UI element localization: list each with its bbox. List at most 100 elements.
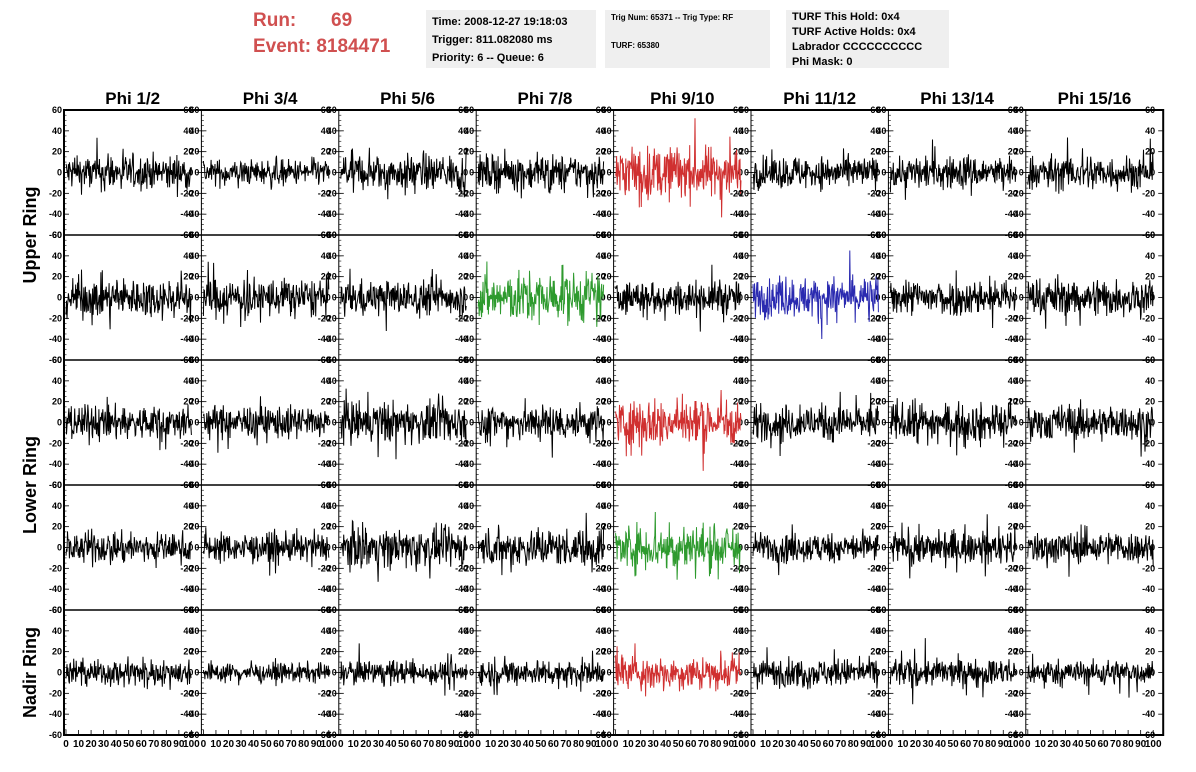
y-tick-label-right: 0 [463, 418, 468, 428]
y-tick-label: 40 [602, 126, 612, 136]
x-tick-label: 40 [523, 739, 535, 750]
x-tick-label: 100 [320, 739, 337, 750]
time-info-box: Time: 2008-12-27 19:18:03 Trigger: 811.0… [426, 10, 596, 68]
y-tick-label-right: 0 [875, 543, 880, 553]
y-tick-label: 20 [327, 272, 337, 282]
x-tick-label: 100 [870, 739, 887, 750]
y-tick-label: -20 [1011, 188, 1024, 198]
y-tick-label-right: -20 [730, 313, 743, 323]
waveform-trace [1027, 274, 1154, 329]
y-tick-label: -40 [186, 584, 199, 594]
waveform-trace [340, 147, 467, 200]
x-tick-label: 0 [750, 739, 756, 750]
y-tick-label: 20 [189, 397, 199, 407]
y-tick-label-right: 20 [1145, 522, 1155, 532]
waveform-trace [752, 148, 879, 193]
y-tick-label-right: 0 [188, 543, 193, 553]
x-tick-label: 70 [1110, 739, 1122, 750]
y-tick-label: 40 [876, 626, 886, 636]
x-tick-label: 100 [1145, 739, 1162, 750]
run-value: 69 [331, 10, 353, 31]
waveform-trace [477, 398, 605, 458]
y-tick-label-right: -20 [593, 688, 606, 698]
waveform-trace [202, 155, 330, 190]
y-tick-label-right: 0 [326, 418, 331, 428]
x-tick-label: 50 [261, 739, 273, 750]
ring-label: Lower Ring [20, 436, 40, 534]
y-tick-label-right: 40 [733, 626, 743, 636]
y-tick-label: 0 [744, 543, 749, 553]
x-tick-label: 30 [98, 739, 110, 750]
y-tick-label: 0 [469, 418, 474, 428]
y-tick-label: -20 [1011, 438, 1024, 448]
y-tick-label-right: 20 [1008, 647, 1018, 657]
y-tick-label-right: 0 [188, 668, 193, 678]
y-tick-label: 40 [52, 126, 62, 136]
y-tick-label: -40 [599, 209, 612, 219]
y-tick-label: -20 [49, 688, 62, 698]
waveform-trace [752, 647, 879, 690]
y-tick-label: -20 [324, 688, 337, 698]
y-tick-label: 0 [57, 418, 62, 428]
waveform-trace [340, 268, 467, 332]
y-tick-label-right: 40 [321, 376, 331, 386]
y-tick-label-right: -40 [593, 709, 606, 719]
y-tick-label: -40 [324, 459, 337, 469]
y-tick-label: 40 [52, 251, 62, 261]
waveform-trace [889, 638, 1017, 705]
y-tick-label-right: -20 [730, 688, 743, 698]
trigger-text: Trigger: 811.082080 ms [432, 34, 553, 46]
y-tick-label: 60 [52, 480, 62, 490]
y-tick-label: 20 [1014, 272, 1024, 282]
column-header: Phi 3/4 [243, 89, 298, 108]
turf-active-holds-text: TURF Active Holds: 0x4 [792, 26, 916, 38]
y-tick-label: 0 [332, 668, 337, 678]
y-tick-label: 0 [469, 168, 474, 178]
y-tick-label: 20 [602, 147, 612, 157]
waveform-trace [340, 388, 467, 460]
y-tick-label: 0 [469, 293, 474, 303]
y-tick-label-right: -20 [180, 438, 193, 448]
y-tick-label-right: -20 [593, 188, 606, 198]
waveform-trace [477, 261, 605, 327]
column-header: Phi 13/14 [920, 89, 994, 108]
y-tick-label: 20 [739, 272, 749, 282]
y-tick-label-right: -20 [180, 188, 193, 198]
ring-label: Upper Ring [20, 187, 40, 284]
waveform-trace [477, 148, 605, 199]
x-tick-label: 30 [373, 739, 385, 750]
waveform-trace [340, 643, 467, 696]
run-label: Run: [253, 10, 297, 31]
waveform-trace [752, 391, 879, 457]
x-tick-label: 10 [623, 739, 635, 750]
y-tick-label: -20 [186, 563, 199, 573]
waveform-trace [65, 269, 192, 330]
y-tick-label: 20 [464, 272, 474, 282]
x-tick-label: 20 [498, 739, 510, 750]
y-tick-label: 0 [881, 293, 886, 303]
x-tick-label: 100 [733, 739, 750, 750]
turf-info-box: TURF This Hold: 0x4 TURF Active Holds: 0… [786, 10, 949, 68]
y-tick-label: 0 [469, 668, 474, 678]
y-tick-label: -40 [736, 584, 749, 594]
y-tick-label-right: 20 [1145, 272, 1155, 282]
y-tick-label-right: 40 [1008, 376, 1018, 386]
y-tick-label-right: 40 [733, 501, 743, 511]
y-tick-label: 40 [52, 376, 62, 386]
y-tick-label: 20 [876, 647, 886, 657]
y-tick-label-right: -20 [455, 313, 468, 323]
x-tick-label: 60 [410, 739, 422, 750]
y-tick-label: 20 [739, 397, 749, 407]
y-tick-label: 0 [881, 668, 886, 678]
y-tick-label: 40 [876, 376, 886, 386]
waveform-trace [1027, 653, 1154, 698]
y-tick-label-right: 20 [183, 647, 193, 657]
x-tick-label: 30 [785, 739, 797, 750]
